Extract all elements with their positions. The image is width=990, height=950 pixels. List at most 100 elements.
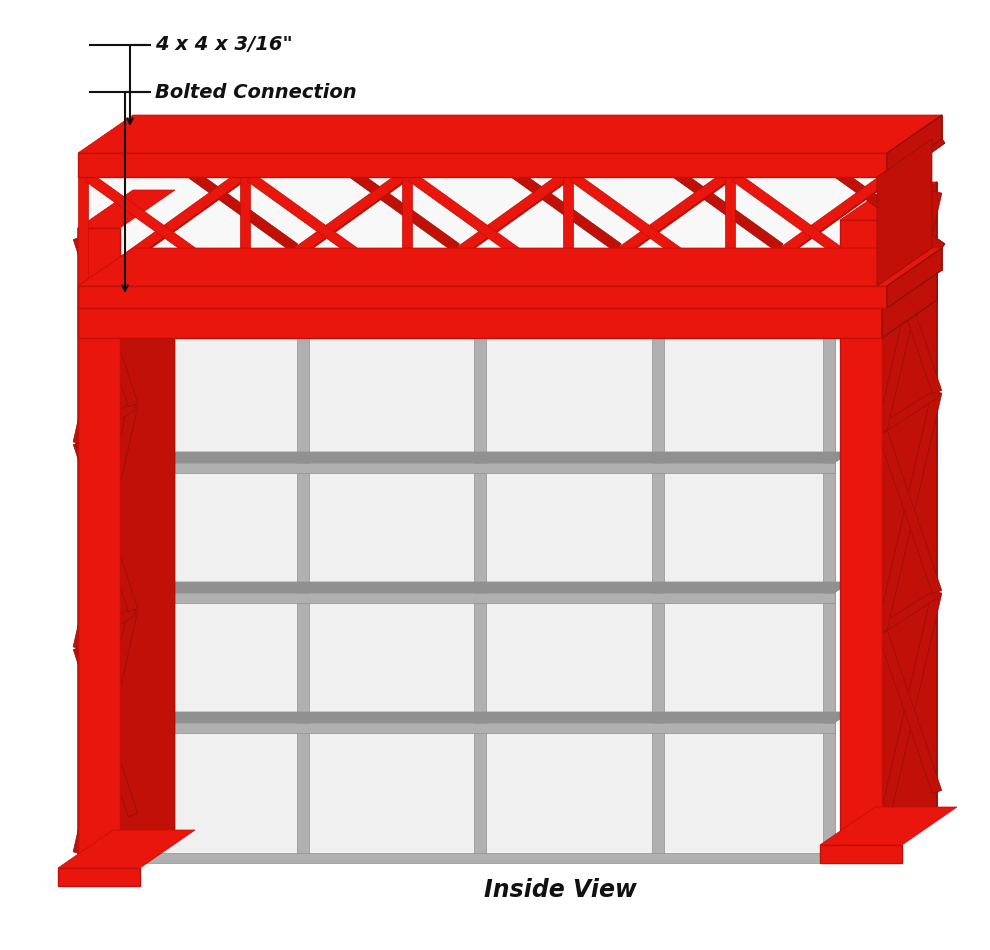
Polygon shape: [58, 830, 195, 868]
Polygon shape: [125, 712, 851, 723]
Text: Inside View: Inside View: [483, 878, 637, 902]
Polygon shape: [125, 723, 835, 733]
Polygon shape: [409, 173, 566, 290]
Polygon shape: [78, 190, 133, 868]
Polygon shape: [877, 628, 941, 793]
Polygon shape: [882, 270, 937, 338]
Polygon shape: [619, 139, 629, 248]
Polygon shape: [651, 338, 663, 858]
Polygon shape: [726, 177, 736, 286]
Polygon shape: [787, 135, 944, 252]
Polygon shape: [73, 442, 138, 612]
Polygon shape: [78, 153, 887, 177]
Polygon shape: [787, 135, 944, 252]
Polygon shape: [887, 115, 942, 177]
Polygon shape: [302, 135, 459, 252]
Polygon shape: [823, 338, 835, 858]
Polygon shape: [140, 135, 298, 252]
Polygon shape: [877, 139, 932, 286]
Polygon shape: [877, 177, 887, 286]
Polygon shape: [78, 190, 175, 228]
Polygon shape: [78, 286, 887, 308]
Polygon shape: [563, 177, 573, 286]
Polygon shape: [78, 139, 143, 177]
Polygon shape: [125, 451, 851, 463]
Polygon shape: [877, 191, 941, 431]
Polygon shape: [877, 591, 941, 831]
Polygon shape: [76, 400, 135, 448]
Polygon shape: [402, 177, 412, 286]
Polygon shape: [78, 177, 887, 286]
Polygon shape: [73, 404, 138, 649]
Polygon shape: [880, 587, 939, 635]
Polygon shape: [73, 237, 138, 407]
Polygon shape: [295, 139, 305, 248]
Polygon shape: [733, 173, 890, 290]
Polygon shape: [76, 605, 135, 653]
Polygon shape: [626, 135, 783, 252]
Polygon shape: [125, 463, 835, 473]
Polygon shape: [820, 807, 957, 845]
Polygon shape: [626, 135, 783, 252]
Polygon shape: [570, 173, 728, 290]
Polygon shape: [882, 182, 937, 845]
Polygon shape: [133, 248, 942, 270]
Polygon shape: [125, 319, 862, 338]
Polygon shape: [463, 135, 622, 252]
Polygon shape: [877, 428, 941, 594]
Polygon shape: [133, 115, 942, 139]
Polygon shape: [570, 173, 728, 290]
Polygon shape: [787, 135, 944, 252]
Polygon shape: [726, 139, 790, 177]
Polygon shape: [78, 308, 882, 338]
Polygon shape: [78, 248, 942, 286]
Polygon shape: [247, 173, 405, 290]
Polygon shape: [626, 135, 783, 252]
Polygon shape: [302, 135, 459, 252]
Polygon shape: [402, 139, 466, 177]
Polygon shape: [877, 139, 942, 177]
Polygon shape: [78, 270, 937, 308]
Polygon shape: [58, 868, 140, 886]
Polygon shape: [887, 248, 942, 308]
Polygon shape: [85, 173, 243, 290]
Polygon shape: [247, 173, 405, 290]
Polygon shape: [877, 228, 941, 393]
Polygon shape: [296, 338, 309, 858]
Polygon shape: [125, 853, 835, 863]
Polygon shape: [240, 139, 305, 177]
Polygon shape: [820, 845, 902, 863]
Polygon shape: [78, 228, 120, 868]
Polygon shape: [85, 173, 243, 290]
Polygon shape: [787, 135, 944, 252]
Polygon shape: [880, 387, 939, 435]
Polygon shape: [125, 338, 835, 858]
Polygon shape: [125, 338, 137, 858]
Polygon shape: [780, 139, 790, 248]
Polygon shape: [73, 609, 138, 854]
Polygon shape: [133, 270, 937, 300]
Polygon shape: [125, 581, 851, 593]
Polygon shape: [895, 182, 937, 807]
Polygon shape: [840, 182, 937, 220]
Polygon shape: [563, 139, 629, 177]
Polygon shape: [78, 115, 942, 153]
Polygon shape: [463, 135, 622, 252]
Polygon shape: [140, 135, 298, 252]
Polygon shape: [302, 135, 459, 252]
Polygon shape: [133, 139, 143, 248]
Polygon shape: [840, 220, 882, 845]
Text: Bolted Connection: Bolted Connection: [155, 83, 356, 102]
Polygon shape: [140, 135, 298, 252]
Polygon shape: [474, 338, 486, 858]
Polygon shape: [626, 135, 783, 252]
Polygon shape: [133, 190, 175, 830]
Polygon shape: [240, 177, 249, 286]
Polygon shape: [73, 199, 138, 444]
Polygon shape: [463, 135, 622, 252]
Polygon shape: [463, 135, 622, 252]
Polygon shape: [877, 390, 941, 631]
Polygon shape: [73, 646, 138, 817]
Polygon shape: [409, 173, 566, 290]
Polygon shape: [125, 593, 835, 603]
